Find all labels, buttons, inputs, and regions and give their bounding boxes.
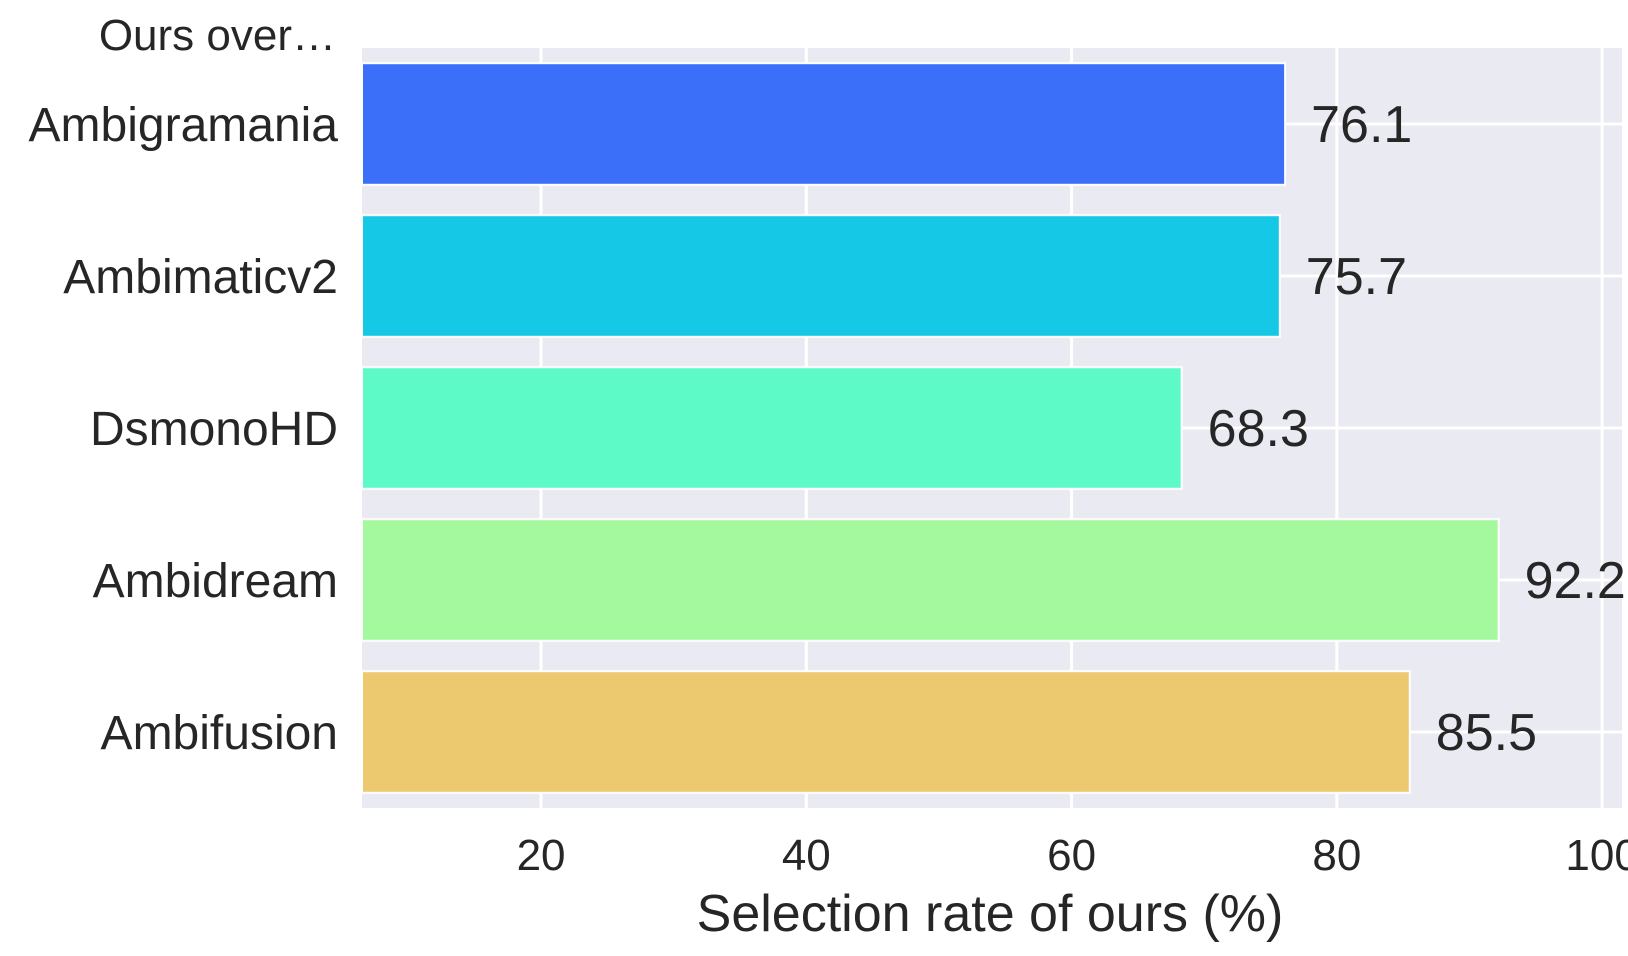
x-tick-label: 80 <box>1312 831 1361 880</box>
value-label: 68.3 <box>1208 400 1309 458</box>
category-label: Ambidream <box>93 555 338 608</box>
x-tick-label: 100 <box>1565 831 1628 880</box>
category-label: Ambifusion <box>101 707 338 760</box>
x-tick-label: 20 <box>517 831 566 880</box>
x-axis-title: Selection rate of ours (%) <box>697 885 1284 943</box>
value-label: 75.7 <box>1306 248 1407 306</box>
bars <box>361 62 1500 794</box>
bar <box>361 670 1411 794</box>
category-label: DsmonoHD <box>90 403 338 456</box>
value-label: 92.2 <box>1525 552 1626 610</box>
bar <box>361 518 1500 642</box>
category-label: Ambigramania <box>29 99 339 152</box>
bar <box>361 62 1287 186</box>
x-tick-label: 40 <box>782 831 831 880</box>
category-label: Ambimaticv2 <box>63 251 338 304</box>
value-label: 76.1 <box>1311 96 1412 154</box>
value-label: 85.5 <box>1436 704 1537 762</box>
corner-label: Ours over… <box>99 11 336 60</box>
bar <box>361 366 1183 490</box>
labels: 20 40 60 80 100 Ambigramania 76.1 Ambimaticv2 75… <box>29 96 1628 880</box>
bar <box>361 214 1281 338</box>
x-tick-label: 60 <box>1047 831 1096 880</box>
